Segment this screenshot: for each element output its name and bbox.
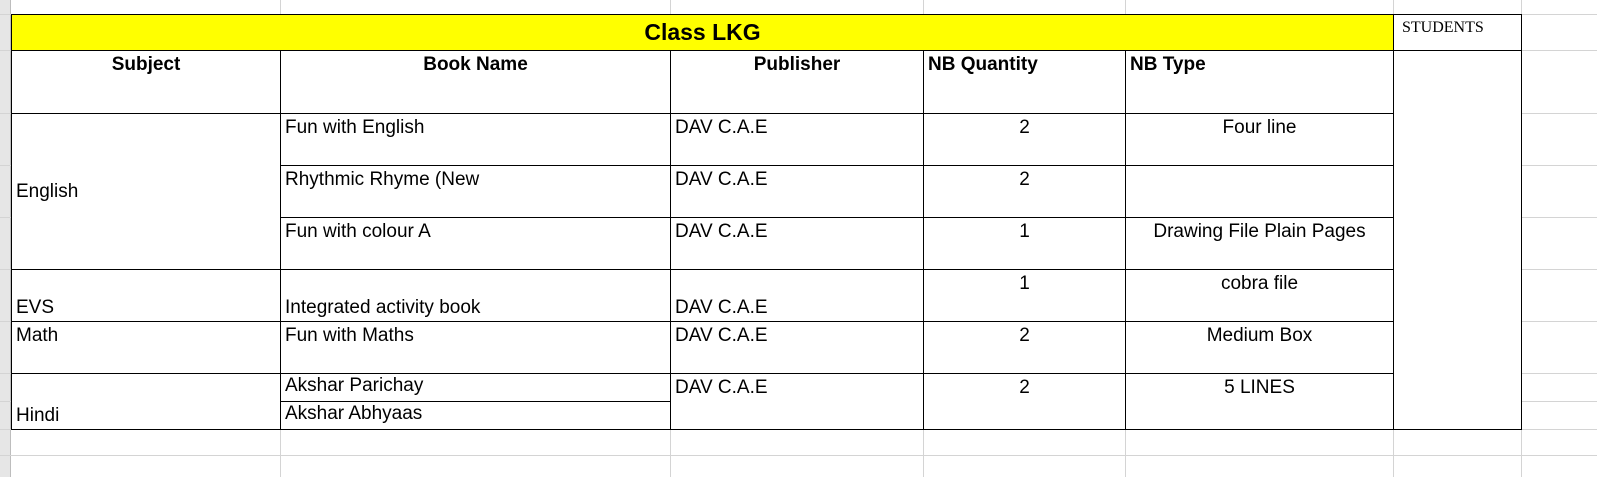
class-title-cell[interactable]: Class LKG (11, 14, 1394, 51)
quantity-cell[interactable]: 1 (923, 269, 1126, 322)
book-cell[interactable]: Fun with Maths (280, 321, 671, 374)
subject-evs[interactable]: EVS (11, 269, 281, 322)
subject-text: English (16, 180, 79, 202)
header-nb-type[interactable]: NB Type (1125, 50, 1394, 114)
row-header-strip[interactable] (0, 0, 11, 477)
students-body-cell[interactable] (1393, 50, 1522, 430)
book-cell[interactable]: Fun with colour A (280, 217, 671, 270)
header-subject[interactable]: Subject (11, 50, 281, 114)
type-cell[interactable]: Drawing File Plain Pages (1125, 217, 1394, 270)
subject-text: Hindi (16, 405, 60, 426)
quantity-cell[interactable]: 2 (923, 321, 1126, 374)
subject-math[interactable]: Math (11, 321, 281, 374)
students-header-cell[interactable]: STUDENTS (1393, 14, 1522, 51)
quantity-cell[interactable]: 2 (923, 165, 1126, 218)
type-cell[interactable]: Medium Box (1125, 321, 1394, 374)
publisher-cell[interactable]: DAV C.A.E (670, 321, 924, 374)
type-cell[interactable]: 5 LINES (1125, 373, 1394, 430)
header-book-name[interactable]: Book Name (280, 50, 671, 114)
type-cell[interactable]: Four line (1125, 113, 1394, 166)
header-publisher[interactable]: Publisher (670, 50, 924, 114)
quantity-cell[interactable]: 2 (923, 373, 1126, 430)
header-nb-quantity[interactable]: NB Quantity (923, 50, 1126, 114)
publisher-cell[interactable]: DAV C.A.E (670, 373, 924, 430)
subject-text: EVS (16, 297, 55, 318)
publisher-text: DAV C.A.E (675, 297, 768, 318)
book-cell[interactable]: Akshar Abhyaas (280, 401, 671, 430)
subject-english[interactable]: English (11, 113, 281, 270)
book-cell[interactable]: Rhythmic Rhyme (New (280, 165, 671, 218)
subject-hindi[interactable]: Hindi (11, 373, 281, 430)
type-cell[interactable]: cobra file (1125, 269, 1394, 322)
quantity-cell[interactable]: 1 (923, 217, 1126, 270)
quantity-cell[interactable]: 2 (923, 113, 1126, 166)
type-cell[interactable] (1125, 165, 1394, 218)
publisher-cell[interactable]: DAV C.A.E (670, 217, 924, 270)
book-cell[interactable]: Integrated activity book (280, 269, 671, 322)
publisher-cell[interactable]: DAV C.A.E (670, 113, 924, 166)
book-cell[interactable]: Akshar Parichay (280, 373, 671, 402)
publisher-cell[interactable]: DAV C.A.E (670, 269, 924, 322)
book-cell[interactable]: Fun with English (280, 113, 671, 166)
publisher-cell[interactable]: DAV C.A.E (670, 165, 924, 218)
book-text: Integrated activity book (285, 297, 481, 318)
